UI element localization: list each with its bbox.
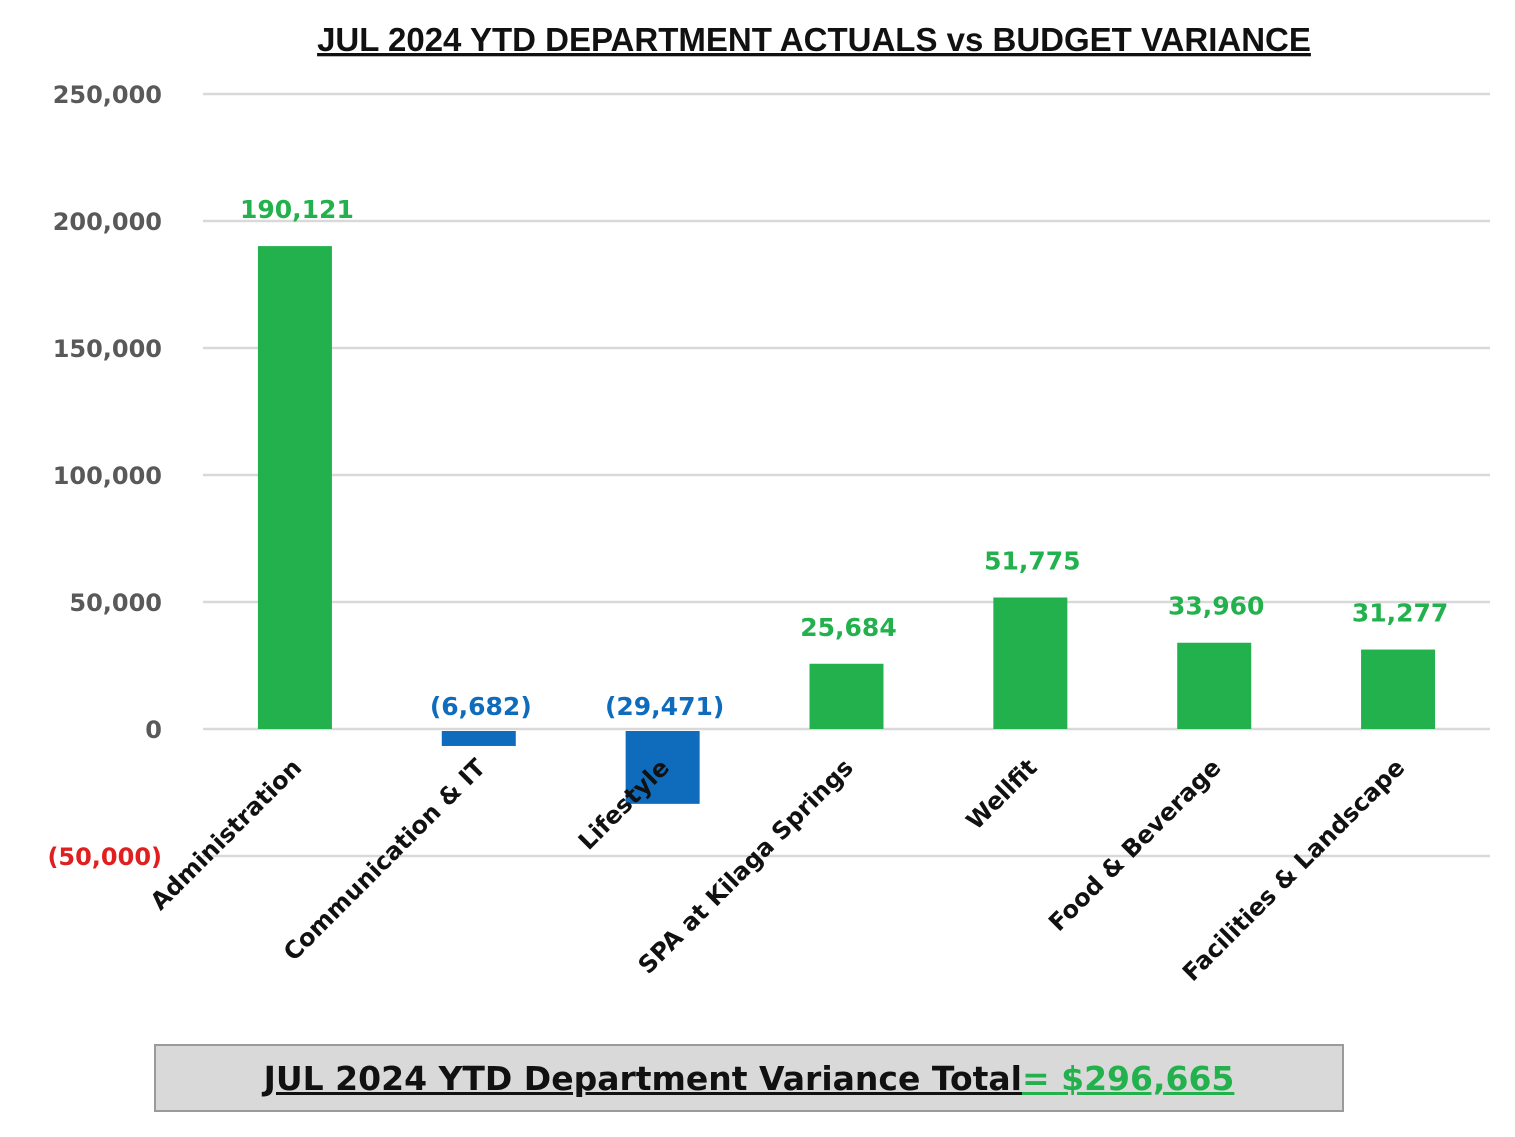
y-axis-ticks: 250,000 200,000 150,000 100,000 50,000 0 (50,0… [47,81,162,871]
y-tick-label: 250,000 [53,81,162,109]
bars [257,246,1436,804]
grid-lines [203,92,1490,858]
data-labels: 190,121 (6,682) (29,471) 25,684 51,775 33,960… [240,195,1448,721]
variance-total-label: JUL 2024 YTD Department Variance Total [263,1058,1022,1098]
bar [809,663,884,729]
data-label: 31,277 [1352,599,1448,628]
y-tick-label: 50,000 [69,589,162,617]
y-tick-label: 200,000 [53,208,162,236]
category-label: Lifestyle [573,753,675,855]
y-tick-label: (50,000) [47,843,162,871]
bar [1361,649,1436,729]
category-label: Facilities & Landscape [1177,753,1410,986]
bar [625,731,700,804]
y-tick-label: 0 [145,716,162,744]
data-label: 25,684 [800,613,896,642]
data-label: (6,682) [430,692,532,721]
category-label: Wellfit [961,753,1043,835]
data-label: 190,121 [240,195,354,224]
chart-title: JUL 2024 YTD DEPARTMENT ACTUALS vs BUDGE… [317,21,1311,58]
data-label: 51,775 [984,546,1080,575]
y-tick-label: 100,000 [53,462,162,490]
bar [441,731,516,746]
category-label: Communication & IT [278,753,491,966]
category-label: Administration [145,753,307,915]
bar [257,246,332,730]
bar [1177,642,1252,729]
variance-total-box: JUL 2024 YTD Department Variance Total =… [154,1044,1344,1112]
variance-total-value: = $296,665 [1021,1058,1235,1098]
variance-chart: JUL 2024 YTD DEPARTMENT ACTUALS vs BUDGE… [47,21,1490,987]
category-label: Food & Beverage [1043,753,1226,936]
data-label: 33,960 [1168,592,1264,621]
bar [993,597,1068,729]
y-tick-label: 150,000 [53,335,162,363]
data-label: (29,471) [605,692,724,721]
